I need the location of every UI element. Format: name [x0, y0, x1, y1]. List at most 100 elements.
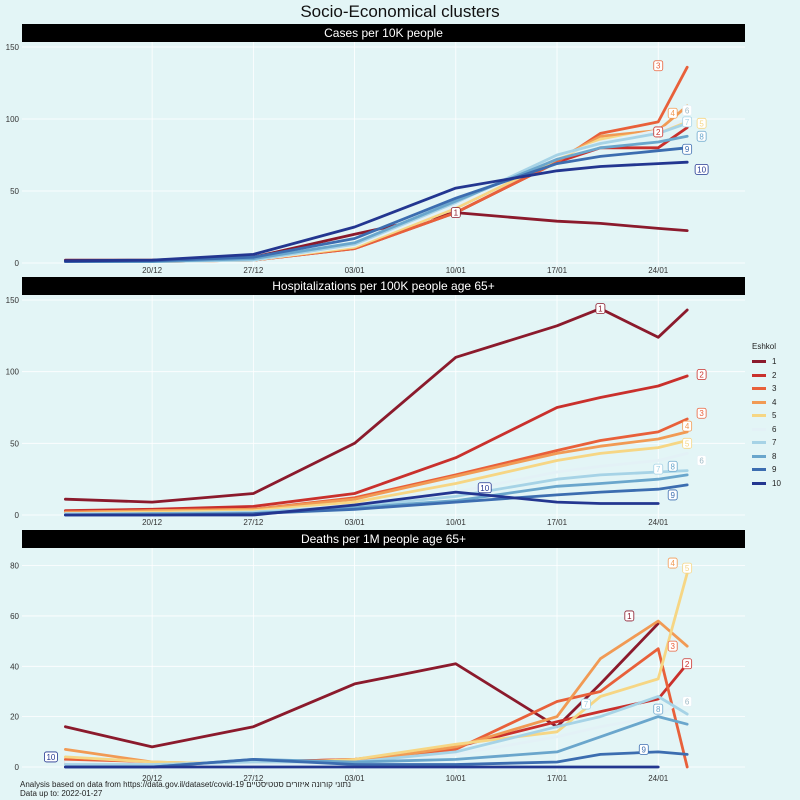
label-text: 10 — [46, 753, 55, 762]
legend-label: 7 — [772, 438, 777, 448]
y-tick-label: 150 — [6, 296, 20, 305]
legend-label: 6 — [772, 424, 777, 434]
legend: Eshkol 1 2 3 4 5 6 7 8 9 10 — [752, 342, 781, 490]
legend-swatch — [752, 454, 766, 458]
label-text: 2 — [685, 660, 690, 669]
x-tick-label: 17/01 — [547, 518, 568, 527]
series-line-4 — [64, 430, 689, 514]
label-box — [477, 482, 492, 494]
label-text: 5 — [685, 564, 690, 573]
label-box — [595, 303, 606, 315]
series-end-label-1: 1 — [450, 207, 461, 219]
y-tick-label: 50 — [10, 187, 19, 196]
series-line-1 — [64, 307, 689, 504]
legend-label: 8 — [772, 451, 777, 461]
footer-source: Analysis based on data from https://data… — [20, 780, 351, 789]
label-text: 8 — [656, 705, 661, 714]
series-end-label-9: 9 — [667, 489, 678, 501]
x-tick-label: 20/12 — [142, 266, 163, 275]
legend-item-2: 2 — [752, 369, 781, 383]
x-tick-label: 20/12 — [142, 774, 163, 783]
label-box — [682, 143, 693, 155]
label-box — [450, 207, 461, 219]
legend-item-5: 5 — [752, 409, 781, 423]
y-tick-label: 0 — [15, 259, 20, 268]
series-end-label-10: 10 — [694, 163, 709, 175]
series-end-label-6: 6 — [696, 455, 707, 466]
legend-swatch — [752, 468, 766, 472]
legend-label: 1 — [772, 357, 777, 367]
label-text: 3 — [670, 642, 675, 651]
legend-item-9: 9 — [752, 463, 781, 477]
label-text: 8 — [670, 462, 675, 471]
label-box — [624, 610, 635, 622]
series-end-label-4: 4 — [667, 557, 678, 569]
x-tick-label: 03/01 — [345, 518, 366, 527]
legend-label: 5 — [772, 411, 777, 421]
x-tick-label: 27/12 — [243, 518, 264, 527]
legend-label: 2 — [772, 370, 777, 380]
label-text: 7 — [656, 465, 661, 474]
panel-title: Cases per 10K people — [324, 26, 443, 40]
x-tick-label: 24/01 — [648, 518, 669, 527]
label-text: 2 — [656, 128, 661, 137]
label-box — [653, 463, 664, 475]
x-tick-label: 10/01 — [446, 266, 467, 275]
series-end-label-6: 6 — [682, 696, 693, 707]
series-line-9 — [64, 146, 689, 263]
label-box — [696, 407, 707, 419]
legend-label: 10 — [772, 478, 781, 488]
footer-date: Data up to: 2022-01-27 — [20, 789, 103, 798]
y-tick-label: 100 — [6, 368, 20, 377]
x-tick-label: 03/01 — [345, 266, 366, 275]
label-text: 4 — [670, 559, 675, 568]
y-tick-label: 80 — [10, 562, 19, 571]
label-box — [653, 60, 664, 72]
label-box — [667, 460, 678, 472]
legend-label: 9 — [772, 465, 777, 475]
x-tick-label: 17/01 — [547, 266, 568, 275]
label-box — [694, 163, 709, 175]
label-text: 9 — [685, 145, 690, 154]
label-box — [638, 743, 649, 755]
panel-strip — [22, 530, 745, 548]
legend-label: 3 — [772, 384, 777, 394]
label-text: 4 — [685, 422, 690, 431]
label-box — [667, 107, 678, 119]
label-text: 3 — [699, 409, 704, 418]
label-box — [682, 104, 693, 116]
label-box — [696, 369, 707, 380]
series-end-label-3: 3 — [653, 60, 664, 72]
label-box — [667, 489, 678, 501]
panel-3: Deaths per 1M people age 65+ 0 20 40 60 80 20/… — [10, 530, 745, 783]
label-box — [682, 116, 693, 128]
x-tick-label: 10/01 — [446, 518, 467, 527]
y-tick-label: 20 — [10, 713, 19, 722]
label-box — [667, 640, 678, 652]
legend-label: 4 — [772, 397, 777, 407]
legend-swatch — [752, 427, 766, 431]
label-text: 1 — [598, 305, 603, 314]
label-text: 6 — [699, 457, 704, 466]
series-end-label-6: 6 — [682, 104, 693, 116]
series-line-10 — [64, 490, 660, 517]
y-tick-label: 100 — [6, 115, 20, 124]
panel-1: Cases per 10K people 0 50 100 150 20/12 27/12 0… — [6, 24, 745, 275]
legend-swatch — [752, 360, 766, 364]
y-tick-label: 150 — [6, 43, 20, 52]
legend-title: Eshkol — [752, 342, 777, 351]
legend-swatch — [752, 400, 766, 404]
x-tick-label: 10/01 — [446, 774, 467, 783]
x-tick-label: 20/12 — [142, 518, 163, 527]
label-text: 1 — [627, 612, 632, 621]
series-end-label-3: 3 — [696, 407, 707, 419]
label-box — [581, 698, 591, 710]
y-tick-label: 0 — [15, 511, 20, 520]
label-text: 6 — [685, 698, 690, 707]
series-end-label-7: 7 — [581, 698, 591, 710]
series-end-label-1: 1 — [624, 610, 635, 622]
label-text: 9 — [670, 491, 675, 500]
legend-item-7: 7 — [752, 436, 781, 450]
label-box — [682, 696, 693, 707]
x-tick-label: 24/01 — [648, 774, 669, 783]
